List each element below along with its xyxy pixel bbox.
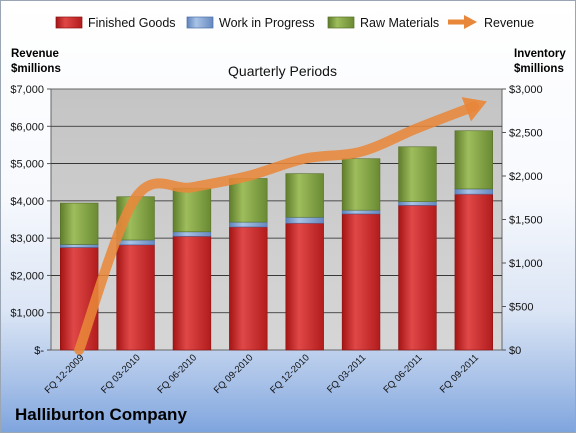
category-label: FQ 06-2011 [381,352,424,395]
bar-finished-goods-fq-09-2010 [229,226,268,351]
bar-work-in-progress-fq-09-2010 [229,221,268,228]
revenue-arrow-head [461,97,487,122]
bar-work-in-progress-fq-03-2010 [116,239,155,246]
bar-raw-materials-fq-09-2011 [454,130,493,190]
bar-finished-goods-fq-06-2011 [398,205,437,351]
legend: Finished Goods Work in Progress Raw Mate… [55,15,534,30]
right-tick-label: $2,500 [509,128,543,140]
bar-raw-materials-fq-06-2010 [172,187,212,233]
right-tick-label: $1,000 [509,258,543,270]
right-axis-title-line-2: $millions [514,63,564,75]
revenue-line [74,97,487,355]
left-tick-label: $2,000 [10,270,44,282]
bar-work-in-progress-fq-06-2010 [172,231,212,237]
revenue-point-fq-06-2011 [416,127,418,129]
category-label: FQ 03-2011 [325,352,368,395]
legend-label-finished-goods: Finished Goods [88,16,176,30]
right-axis-title-line-1: Inventory [514,48,566,60]
category-label: FQ 09-2011 [438,352,481,395]
category-axis-labels: FQ 12-2009 FQ 03-2010 FQ 06-2010 FQ 09-2010… [43,352,481,396]
revenue-point-fq-09-2010 [247,175,249,177]
left-tick-label: $4,000 [10,196,44,208]
right-axis-title: Inventory $millions [514,48,569,75]
category-label: FQ 06-2010 [155,352,199,396]
bar-raw-materials-fq-06-2011 [398,146,437,202]
legend-item-work-in-progress: Work in Progress [186,16,315,30]
legend-label-revenue: Revenue [484,16,534,30]
legend-arrow-revenue [464,15,477,29]
revenue-point-fq-12-2010 [304,158,306,160]
revenue-point-fq-12-2009 [78,349,80,351]
revenue-point-fq-03-2010 [135,197,137,199]
bar-work-in-progress-fq-03-2011 [341,209,381,215]
bar-finished-goods-fq-12-2010 [285,222,324,351]
bar-finished-goods-fq-03-2011 [341,213,381,351]
left-tick-label: $6,000 [10,121,44,133]
left-axis-title: Revenue $millions [11,48,62,75]
legend-swatch-work-in-progress [186,16,214,29]
right-tick-label: $2,000 [509,171,543,183]
bar-raw-materials-fq-12-2010 [285,173,324,218]
legend-swatch-finished-goods [55,16,83,29]
bar-work-in-progress-fq-12-2009 [60,244,99,248]
category-label: FQ 03-2010 [99,352,143,396]
right-tick-label: $500 [509,302,533,314]
left-tick-label: $5,000 [10,159,44,171]
left-tick-label: $3,000 [10,233,44,245]
company-name: Halliburton Company [15,405,187,424]
legend-item-revenue: Revenue [448,15,534,30]
category-label: FQ 09-2010 [212,352,256,396]
right-tick-label: $1,500 [509,215,543,227]
category-label: FQ 12-2009 [43,352,87,396]
right-tick-label: $0 [509,345,521,357]
right-tick-label: $3,000 [509,84,543,96]
left-axis-title-line-1: Revenue [11,48,59,60]
bar-finished-goods-fq-03-2010 [116,244,155,351]
left-axis-title-line-2: $millions [11,63,61,75]
legend-label-raw-materials: Raw Materials [360,16,439,30]
plot-title: Quarterly Periods [228,63,337,79]
bar-work-in-progress-fq-12-2010 [285,216,324,224]
left-tick-label: $1,000 [10,308,44,320]
bar-work-in-progress-fq-06-2011 [398,201,437,206]
revenue-line-path [74,101,479,355]
bar-raw-materials-fq-12-2009 [60,202,99,245]
revenue-point-fq-03-2011 [360,151,362,153]
bar-raw-materials-fq-03-2011 [341,158,381,211]
legend-label-work-in-progress: Work in Progress [219,16,315,30]
revenue-point-fq-09-2011 [473,105,475,107]
left-tick-label: $- [34,345,44,357]
revenue-point-fq-06-2010 [191,186,193,188]
category-label: FQ 12-2010 [268,352,312,396]
legend-swatch-raw-materials [327,16,355,29]
left-axis-ticks: $- $1,000 $2,000 $3,000 $4,000 $5,000 $6,000 $7… [10,84,51,357]
legend-item-finished-goods: Finished Goods [55,16,176,30]
bar-work-in-progress-fq-09-2011 [454,188,493,195]
right-axis-ticks: $0 $500 $1,000 $1,500 $2,000 $2,500 $3,000 [502,84,543,357]
left-tick-label: $7,000 [10,84,44,96]
legend-item-raw-materials: Raw Materials [327,16,439,30]
bar-finished-goods-fq-06-2010 [172,235,212,351]
bar-finished-goods-fq-09-2011 [454,193,493,351]
bar-raw-materials-fq-09-2010 [229,178,268,223]
